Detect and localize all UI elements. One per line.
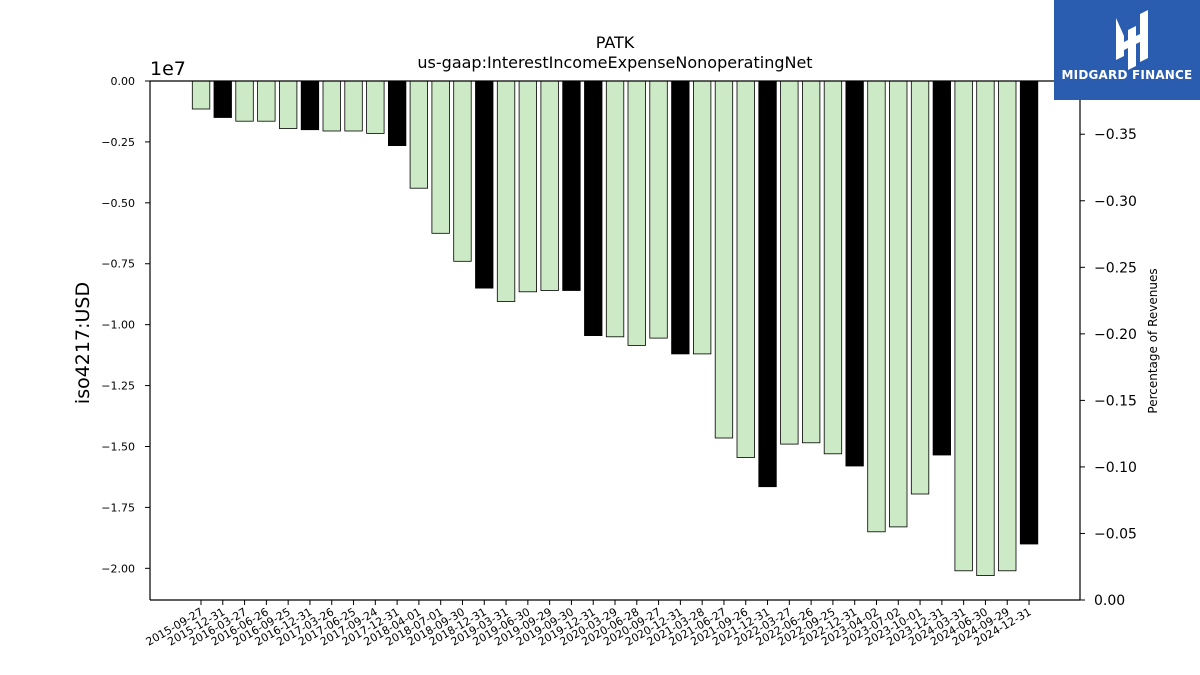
bar-2018-12-31 [475,80,494,289]
bar-2023-04-02 [867,80,886,533]
bar-2023-07-02 [889,80,908,528]
bar-2017-09-24 [366,80,385,134]
y2-tick-label: −0.20 [1094,327,1137,343]
bar-2019-12-31 [584,80,603,337]
y2-tick-label: −0.05 [1094,526,1137,542]
bar-2019-03-31 [496,80,516,302]
bar-2022-06-26 [802,80,821,444]
bar-2020-06-28 [627,80,646,346]
y2-tick-label: −0.35 [1094,127,1137,143]
y2-tick-label: −0.15 [1094,393,1137,409]
y2-axis-label: Percentage of Revenues [1146,268,1160,413]
logo-text: MIDGARD FINANCE [1061,68,1193,82]
bar-2024-03-31 [954,80,973,572]
y-tick-label: −0.25 [101,136,135,149]
bar-2023-12-31 [932,80,951,456]
bar-2019-09-30 [562,80,581,291]
y2-tick-label: −0.30 [1094,194,1137,210]
y-tick-label: −0.50 [101,197,135,210]
bar-2024-12-31 [1019,80,1039,545]
bar-2015-09-27 [191,80,211,110]
bar-2023-10-01 [910,80,930,495]
bar-2018-09-30 [453,80,472,262]
y-tick-label: −1.75 [101,501,135,514]
y-tick-label: −1.00 [101,319,135,332]
bar-2017-03-26 [322,80,341,132]
bar-2015-12-31 [213,80,232,118]
bar-2017-06-25 [344,80,363,132]
bar-2021-03-28 [693,80,712,355]
axes-group: 0.00 −0.25 −0.50 −0.75 −1.00 −1.25 −1.50 −1.75 −… [101,75,1137,649]
y-tick-label: 0.00 [111,75,136,88]
chart-title: PATK [596,33,635,52]
bar-2022-03-27 [780,80,799,445]
bar-2021-12-31 [758,80,777,488]
y-tick-label: −2.00 [101,562,135,575]
bar-2021-09-26 [736,80,755,458]
bar-2016-06-26 [257,80,276,122]
bar-2020-03-29 [605,80,625,338]
bar-2020-12-31 [671,80,690,355]
bar-group [191,80,1039,577]
bar-2020-09-27 [649,80,668,339]
midgard-finance-logo: MIDGARD FINANCE [1054,0,1200,100]
y-tick-label: −1.50 [101,440,135,453]
y2-tick-label: −0.25 [1094,260,1137,276]
bar-2024-06-30 [976,80,995,577]
bar-2022-12-31 [845,80,864,467]
bar-2016-03-27 [235,80,254,122]
bar-2016-12-31 [300,80,320,131]
y-tick-label: −0.75 [101,258,135,271]
bar-2018-07-01 [431,80,450,234]
bar-2022-09-25 [823,80,843,455]
midgard-logo-icon [1054,0,1200,100]
bar-2019-09-29 [540,80,559,291]
y-axis-scale-label: 1e7 [150,58,186,80]
bar-2017-12-31 [387,80,407,146]
bar-2021-06-27 [714,80,734,439]
y2-tick-label: 0.00 [1094,593,1125,609]
y2-tick-label: −0.10 [1094,460,1137,476]
y-tick-label: −1.25 [101,380,135,393]
bar-2019-06-30 [518,80,537,293]
bar-2018-04-01 [409,80,429,189]
y-axis-label: iso4217:USD [72,282,94,404]
bar-2016-09-25 [278,80,298,129]
chart-subtitle: us-gaap:InterestIncomeExpenseNonoperatin… [417,53,812,72]
bar-2024-09-29 [998,80,1017,572]
